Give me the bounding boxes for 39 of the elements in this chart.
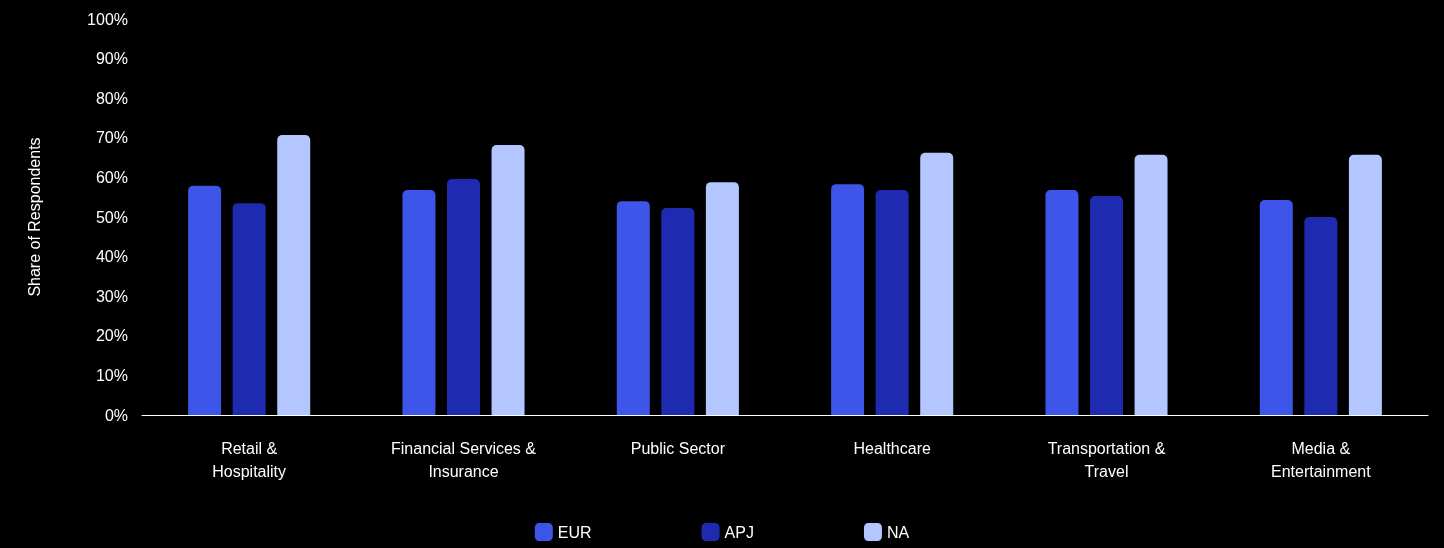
y-tick-label: 80%: [95, 89, 128, 107]
y-tick-label: 10%: [95, 366, 128, 384]
bar: [402, 190, 436, 415]
x-tick-label: Financial Services & Insurance: [391, 440, 537, 480]
y-tick-label: 40%: [95, 248, 128, 266]
bar: [447, 178, 480, 415]
bar: [875, 190, 909, 415]
bar: [277, 135, 311, 415]
y-tick-label: 100%: [87, 10, 128, 28]
bar: [1259, 199, 1293, 415]
bar: [1090, 196, 1123, 415]
legend-label: NA: [886, 523, 910, 541]
x-tick-label: Media & Entertainment: [1271, 440, 1372, 480]
y-axis-title: Share of Respondents: [25, 137, 43, 297]
y-tick-label: 60%: [95, 168, 128, 186]
bar: [1134, 154, 1168, 415]
bar: [831, 184, 865, 415]
bar: [920, 152, 954, 415]
y-tick-label: 90%: [95, 50, 128, 68]
y-tick-label: 70%: [95, 129, 128, 147]
bar: [188, 185, 222, 415]
x-tick-label: Healthcare: [853, 440, 931, 457]
y-tick-label: 0%: [104, 406, 128, 424]
bar: [232, 203, 266, 415]
bar: [1304, 217, 1338, 415]
y-tick-label: 50%: [95, 208, 128, 226]
bar: [491, 144, 525, 415]
legend-label: EUR: [557, 523, 592, 541]
bar: [1348, 154, 1382, 415]
bar: [1045, 190, 1079, 415]
bar: [705, 182, 739, 415]
y-tick-label: 20%: [95, 327, 128, 345]
legend-label: APJ: [724, 523, 754, 541]
x-tick-label: Transportation & Travel: [1047, 440, 1166, 480]
y-tick-label: 30%: [95, 287, 128, 305]
bar: [661, 207, 695, 415]
x-tick-label: Retail & Hospitality: [212, 440, 287, 480]
x-tick-label: Public Sector: [630, 440, 726, 457]
bar: [616, 201, 650, 415]
